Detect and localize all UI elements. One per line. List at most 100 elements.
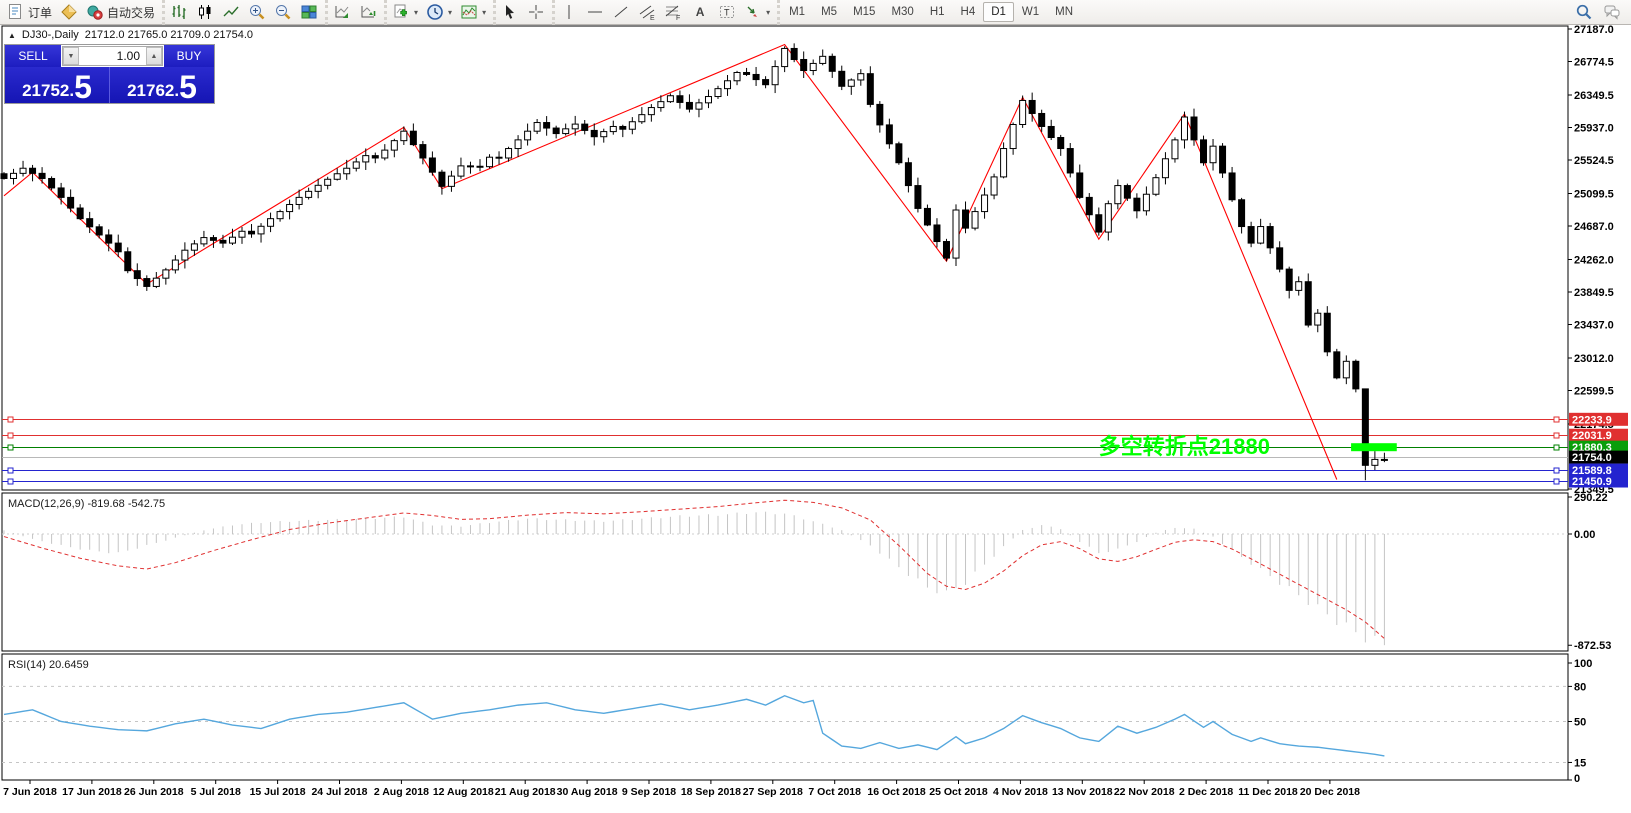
buy-price-frac: 5 bbox=[179, 68, 197, 105]
tf-button-D1[interactable]: D1 bbox=[983, 2, 1014, 22]
hline-handle bbox=[1553, 478, 1560, 485]
date-label: 26 Jun 2018 bbox=[124, 786, 184, 798]
gold-diamond-icon bbox=[60, 3, 78, 21]
svg-text:22599.5: 22599.5 bbox=[1574, 385, 1614, 397]
arrows-dropdown[interactable]: ▾ bbox=[740, 2, 774, 23]
text-label-tool[interactable]: T bbox=[714, 2, 740, 23]
volume-decrease-button[interactable]: ▼ bbox=[63, 47, 79, 65]
tf-button-M15[interactable]: M15 bbox=[853, 6, 876, 18]
buy-price[interactable]: 21762. 5 bbox=[127, 68, 197, 105]
svg-text:25099.5: 25099.5 bbox=[1574, 188, 1614, 200]
horizontal-line-tool[interactable] bbox=[582, 2, 608, 23]
date-label: 27 Sep 2018 bbox=[743, 786, 803, 798]
auto-scroll-button[interactable] bbox=[329, 2, 355, 23]
chart-shift-button[interactable] bbox=[355, 2, 381, 23]
svg-text:F: F bbox=[676, 15, 680, 21]
zoom-out-button[interactable] bbox=[270, 2, 296, 23]
autotrading-label: 自动交易 bbox=[107, 5, 156, 20]
crosshair-tool-button[interactable] bbox=[523, 2, 549, 23]
date-label: 24 Jul 2018 bbox=[311, 786, 367, 798]
volume-increase-button[interactable]: ▲ bbox=[146, 47, 162, 65]
cursor-icon bbox=[501, 3, 519, 21]
sell-button[interactable]: SELL bbox=[5, 45, 61, 67]
svg-text:15: 15 bbox=[1574, 757, 1586, 769]
chevron-down-icon: ▾ bbox=[414, 7, 419, 17]
indicators-dropdown[interactable]: ▾ bbox=[456, 2, 490, 23]
tf-button-M1[interactable]: M1 bbox=[789, 6, 806, 18]
channel-tool[interactable]: E bbox=[634, 2, 660, 23]
candlestick-button[interactable] bbox=[192, 2, 218, 23]
svg-text:21754.0: 21754.0 bbox=[1572, 452, 1612, 464]
sell-price[interactable]: 21752. 5 bbox=[5, 67, 110, 103]
tf-button-H1[interactable]: H1 bbox=[929, 6, 945, 18]
volume-value[interactable]: 1.00 bbox=[116, 49, 140, 63]
date-label: 7 Oct 2018 bbox=[808, 786, 861, 798]
search-icon[interactable] bbox=[1575, 3, 1593, 21]
hline-handle bbox=[7, 432, 14, 439]
cursor-tool-button[interactable] bbox=[497, 2, 523, 23]
new-chart-dropdown[interactable]: ▾ bbox=[388, 2, 422, 23]
profiles-dropdown[interactable]: ▾ bbox=[422, 2, 456, 23]
chat-icon[interactable] bbox=[1603, 3, 1621, 21]
hline-handle bbox=[1553, 432, 1560, 439]
svg-text:0: 0 bbox=[1574, 773, 1580, 785]
svg-text:80: 80 bbox=[1574, 681, 1586, 693]
date-label: 21 Aug 2018 bbox=[495, 786, 556, 798]
svg-text:T: T bbox=[724, 8, 730, 18]
svg-text:0.00: 0.00 bbox=[1574, 529, 1595, 541]
tf-button-M5[interactable]: M5 bbox=[821, 6, 838, 18]
horizontal-line-icon bbox=[586, 3, 604, 21]
chart-header: ▲ DJ30-,Daily 21712.0 21765.0 21709.0 21… bbox=[8, 29, 253, 41]
hline-handle bbox=[7, 478, 14, 485]
axis-label-21450.9: 21450.9 bbox=[1569, 474, 1628, 488]
date-axis: 7 Jun 2018 17 Jun 2018 26 Jun 2018 5 Jul 20… bbox=[3, 780, 1360, 798]
collapse-quotes-icon[interactable]: ▲ bbox=[8, 30, 16, 40]
date-label: 2 Aug 2018 bbox=[374, 786, 429, 798]
tf-button-M30[interactable]: M30 bbox=[891, 6, 914, 18]
text-tool-icon: A bbox=[695, 5, 705, 19]
vertical-line-icon bbox=[560, 3, 578, 21]
new-order-button[interactable]: 订单 bbox=[3, 2, 56, 23]
main-chart-frame bbox=[1, 25, 1569, 491]
order-icon bbox=[7, 3, 25, 21]
rsi-line bbox=[3, 694, 1385, 757]
trendline-icon bbox=[612, 3, 630, 21]
svg-text:27187.0: 27187.0 bbox=[1574, 24, 1614, 36]
svg-text:-872.53: -872.53 bbox=[1574, 640, 1611, 652]
buy-price-main: 21762 bbox=[127, 81, 175, 100]
text-tool[interactable]: A bbox=[686, 2, 714, 23]
tile-windows-button[interactable] bbox=[296, 2, 322, 23]
trendline-tool[interactable] bbox=[608, 2, 634, 23]
tf-button-H4[interactable]: H4 bbox=[960, 6, 976, 18]
tf-button-MN[interactable]: MN bbox=[1055, 6, 1074, 18]
zoom-in-button[interactable] bbox=[244, 2, 270, 23]
fibonacci-tool[interactable]: F bbox=[660, 2, 686, 23]
rsi-panel-frame bbox=[1, 653, 1569, 781]
svg-text:24687.0: 24687.0 bbox=[1574, 221, 1614, 233]
line-chart-icon bbox=[222, 3, 240, 21]
hline-handle bbox=[7, 444, 14, 451]
buy-button[interactable]: BUY bbox=[164, 45, 214, 67]
date-label: 15 Jul 2018 bbox=[250, 786, 306, 798]
line-chart-button[interactable] bbox=[218, 2, 244, 23]
ohlc-values: 21712.0 21765.0 21709.0 21754.0 bbox=[84, 29, 253, 41]
macd-signal-line bbox=[3, 499, 1385, 639]
svg-text:22031.9: 22031.9 bbox=[1572, 430, 1612, 442]
main-price-panel: 27187.0 26774.5 26349.5 25937.0 25524.5 25099… bbox=[0, 24, 1628, 496]
tf-button-W1[interactable]: W1 bbox=[1021, 6, 1040, 18]
hline-handle bbox=[7, 467, 14, 474]
vertical-line-tool[interactable] bbox=[556, 2, 582, 23]
bar-chart-button[interactable] bbox=[166, 2, 192, 23]
macd-panel: MACD(12,26,9) -819.68 -542.75 290.22 0.00 -… bbox=[2, 492, 1611, 652]
hline-handle bbox=[1553, 467, 1560, 474]
date-label: 17 Jun 2018 bbox=[62, 786, 122, 798]
date-label: 7 Jun 2018 bbox=[3, 786, 57, 798]
metaeditor-button[interactable] bbox=[56, 2, 82, 23]
svg-text:50: 50 bbox=[1574, 717, 1586, 729]
autotrading-button[interactable]: 自动交易 bbox=[82, 2, 159, 23]
text-label-icon: T bbox=[718, 3, 736, 21]
chevron-down-icon: ▾ bbox=[448, 7, 453, 17]
green-level-segment bbox=[1351, 443, 1397, 452]
